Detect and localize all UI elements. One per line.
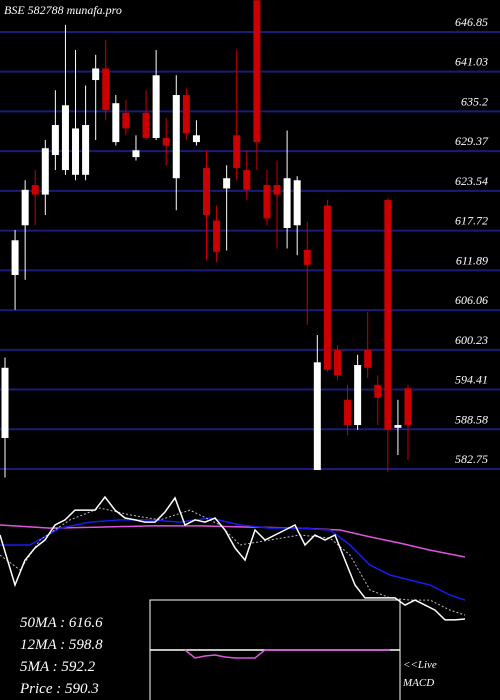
candle-body (273, 185, 281, 195)
candle-body (122, 112, 130, 129)
y-tick-label: 588.58 (455, 412, 488, 426)
y-tick-label: 606.06 (455, 293, 488, 307)
candle-body (354, 365, 362, 426)
candle-body (132, 150, 140, 158)
ma-layer (0, 495, 466, 621)
candle-body (243, 170, 251, 190)
y-tick-label: 646.85 (455, 15, 488, 29)
candle-body (142, 112, 150, 138)
candle-body (223, 178, 231, 189)
line-series (0, 517, 466, 601)
chart-title: BSE 582788 munafa.pro (4, 3, 122, 17)
candle-body (283, 178, 291, 228)
candle-body (72, 128, 80, 175)
candle-body (162, 138, 170, 146)
candle-body (152, 75, 160, 138)
candle-body (92, 68, 100, 81)
y-tick-label: 582.75 (455, 452, 488, 466)
candle-body (263, 185, 271, 219)
ma-label: 12MA : 598.8 (20, 637, 103, 653)
candle-layer (1, 0, 412, 478)
candle-body (102, 68, 110, 111)
candle-body (323, 205, 331, 370)
macd-subtitle: <<Live (403, 659, 437, 671)
y-tick-label: 635.2 (461, 94, 488, 108)
candle-body (112, 103, 120, 143)
candle-body (192, 135, 200, 143)
candle-body (404, 388, 412, 426)
candle-body (182, 95, 190, 134)
candle-body (213, 220, 221, 252)
candle-body (31, 185, 39, 195)
candle-body (172, 95, 180, 179)
candle-body (233, 135, 241, 168)
candle-body (41, 148, 49, 195)
y-tick-label: 617.72 (455, 214, 488, 228)
candle-body (82, 125, 90, 175)
candle-body (203, 168, 210, 216)
candle-body (374, 384, 382, 398)
candle-body (11, 240, 19, 276)
ma-label: 5MA : 592.2 (20, 659, 96, 675)
candle-body (364, 350, 372, 368)
candle-body (303, 249, 311, 265)
y-tick-label: 641.03 (455, 55, 488, 69)
macd-title: MACD (402, 677, 434, 689)
price-label: Price : 590.3 (19, 681, 99, 697)
candle-body (253, 0, 261, 143)
candle-body (344, 399, 352, 426)
y-tick-label: 611.89 (456, 253, 488, 267)
candle-body (51, 125, 59, 156)
candle-body (293, 180, 301, 226)
candle-body (394, 425, 402, 428)
candle-body (61, 105, 69, 171)
y-tick-label: 600.23 (455, 333, 488, 347)
y-tick-label: 623.54 (455, 174, 488, 188)
line-series (184, 649, 390, 659)
candle-body (333, 350, 341, 376)
candle-body (384, 200, 392, 430)
y-tick-label: 594.41 (455, 373, 488, 387)
candle-body (21, 189, 29, 226)
candle-body (313, 362, 321, 471)
candle-body (1, 367, 9, 438)
line-series (0, 495, 466, 621)
y-tick-label: 629.37 (455, 134, 489, 148)
macd-layer (184, 649, 390, 659)
ma-label: 50MA : 616.6 (20, 615, 103, 631)
